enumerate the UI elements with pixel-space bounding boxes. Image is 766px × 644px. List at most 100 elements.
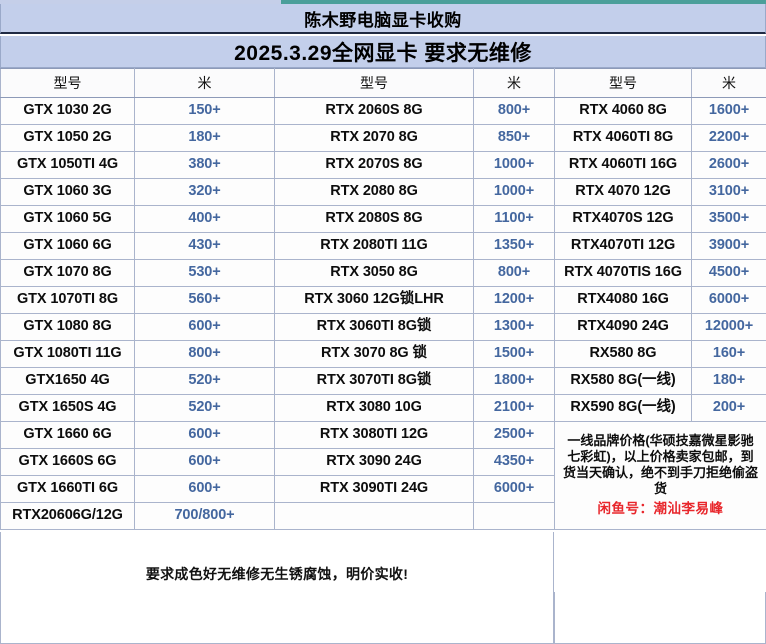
cell-price: 150+ <box>134 97 275 125</box>
cell-model: RTX 3080TI 12G <box>274 421 474 449</box>
footer-note-text: 要求成色好无维修无生锈腐蚀，明价实收! <box>145 566 409 582</box>
cell-model: GTX 1080TI 11G <box>0 340 135 368</box>
cell-model: GTX1650 4G <box>0 367 135 395</box>
cell-model: RTX 3050 8G <box>274 259 474 287</box>
cell-model: RTX4080 16G <box>554 286 692 314</box>
cell-model: RTX 2080 8G <box>274 178 474 206</box>
cell-model: GTX 1050TI 4G <box>0 151 135 179</box>
cell-model: RTX 3090 24G <box>274 448 474 476</box>
cell-price: 560+ <box>134 286 275 314</box>
table-header: 型号 米 型号 米 型号 米 <box>0 68 766 98</box>
cell-model: RTX 2060S 8G <box>274 97 474 125</box>
cell-price: 430+ <box>134 232 275 260</box>
cell-price: 520+ <box>134 367 275 395</box>
cell-price: 4500+ <box>691 259 766 287</box>
header-row: 型号 米 型号 米 型号 米 <box>0 68 766 98</box>
cell-price: 700/800+ <box>134 502 275 530</box>
cell-price: 850+ <box>473 124 555 152</box>
col-header-price-3: 米 <box>691 68 766 98</box>
cell-model: RTX 3070TI 8G锁 <box>274 367 474 395</box>
table-row: GTX 1060 6G 430+ RTX 2080TI 11G 1350+ RTX407… <box>0 232 766 260</box>
table-row: GTX 1060 3G 320+ RTX 2080 8G 1000+ RTX 4070 … <box>0 178 766 206</box>
cell-model: RTX 4070TIS 16G <box>554 259 692 287</box>
cell-model: GTX 1070 8G <box>0 259 135 287</box>
cell-model: RTX 2070 8G <box>274 124 474 152</box>
table-row: GTX 1070TI 8G 560+ RTX 3060 12G锁LHR 1200+ RT… <box>0 286 766 314</box>
cell-price: 3900+ <box>691 232 766 260</box>
table-row: GTX 1660TI 6G 600+ RTX 3090TI 24G 6000+ <box>0 475 766 503</box>
cell-model: RTX4070TI 12G <box>554 232 692 260</box>
top-accent-strip-left <box>0 0 281 4</box>
table-row: GTX 1070 8G 530+ RTX 3050 8G 800+ RTX 4070TI… <box>0 259 766 287</box>
cell-price: 180+ <box>691 367 766 395</box>
cell-price: 1100+ <box>473 205 555 233</box>
cell-model: GTX 1660 6G <box>0 421 135 449</box>
cell-price <box>473 502 555 530</box>
cell-price: 200+ <box>691 394 766 422</box>
gpu-price-table: 型号 米 型号 米 型号 米 GTX 1030 2G 150+ RTX 2060S … <box>0 68 766 530</box>
col-header-price-2: 米 <box>473 68 555 98</box>
cell-price: 1300+ <box>473 313 555 341</box>
cell-price: 1600+ <box>691 97 766 125</box>
cell-model: GTX 1660TI 6G <box>0 475 135 503</box>
table-row: GTX 1030 2G 150+ RTX 2060S 8G 800+ RTX 4060 … <box>0 97 766 125</box>
cell-model: RX580 8G <box>554 340 692 368</box>
brand-note: 一线品牌价格(华硕技嘉微星影驰七彩虹)，以上价格卖家包邮，到货当天确认，绝不到手… <box>554 421 766 530</box>
cell-price: 1350+ <box>473 232 555 260</box>
table-row: GTX 1050TI 4G 380+ RTX 2070S 8G 1000+ RTX 40… <box>0 151 766 179</box>
cell-price: 800+ <box>134 340 275 368</box>
table-row: GTX 1060 5G 400+ RTX 2080S 8G 1100+ RTX4070S… <box>0 205 766 233</box>
cell-model <box>274 502 474 530</box>
right-spacer-cell <box>554 592 766 644</box>
footer-note: 要求成色好无维修无生锈腐蚀，明价实收! <box>0 532 554 644</box>
cell-model: GTX 1080 8G <box>0 313 135 341</box>
cell-model: RTX 4070 12G <box>554 178 692 206</box>
cell-model: RTX 4060 8G <box>554 97 692 125</box>
col-header-model-1: 型号 <box>0 68 135 98</box>
cell-price: 600+ <box>134 421 275 449</box>
cell-model: GTX 1060 6G <box>0 232 135 260</box>
cell-price: 380+ <box>134 151 275 179</box>
col-header-model-3: 型号 <box>554 68 692 98</box>
col-header-price-1: 米 <box>134 68 275 98</box>
cell-model: RTX 4060TI 16G <box>554 151 692 179</box>
table-row: GTX 1080TI 11G 800+ RTX 3070 8G 锁 1500+ RX58… <box>0 340 766 368</box>
cell-model: GTX 1060 3G <box>0 178 135 206</box>
cell-price: 2600+ <box>691 151 766 179</box>
table-row: GTX 1650S 4G 520+ RTX 3080 10G 2100+ RX590 8… <box>0 394 766 422</box>
cell-price: 400+ <box>134 205 275 233</box>
col-header-model-2: 型号 <box>274 68 474 98</box>
page-subtitle: 2025.3.29全网显卡 要求无维修 <box>0 36 766 68</box>
cell-price: 1200+ <box>473 286 555 314</box>
cell-model: RTX 2070S 8G <box>274 151 474 179</box>
cell-price: 180+ <box>134 124 275 152</box>
cell-price: 1800+ <box>473 367 555 395</box>
cell-price: 4350+ <box>473 448 555 476</box>
cell-model: RX580 8G(一线) <box>554 367 692 395</box>
cell-model: RTX 3090TI 24G <box>274 475 474 503</box>
cell-price: 320+ <box>134 178 275 206</box>
cell-model: GTX 1070TI 8G <box>0 286 135 314</box>
cell-model: RTX20606G/12G <box>0 502 135 530</box>
cell-price: 520+ <box>134 394 275 422</box>
page-title: 陈木野电脑显卡收购 <box>0 4 766 34</box>
cell-price: 1500+ <box>473 340 555 368</box>
cell-model: RTX 2080S 8G <box>274 205 474 233</box>
cell-price: 2200+ <box>691 124 766 152</box>
cell-model: RX590 8G(一线) <box>554 394 692 422</box>
cell-model: RTX 3060 12G锁LHR <box>274 286 474 314</box>
cell-price: 6000+ <box>691 286 766 314</box>
cell-model: GTX 1650S 4G <box>0 394 135 422</box>
cell-price: 160+ <box>691 340 766 368</box>
cell-model: GTX 1030 2G <box>0 97 135 125</box>
cell-model: GTX 1060 5G <box>0 205 135 233</box>
cell-model: RTX4070S 12G <box>554 205 692 233</box>
cell-model: RTX4090 24G <box>554 313 692 341</box>
table-row: GTX 1050 2G 180+ RTX 2070 8G 850+ RTX 4060TI… <box>0 124 766 152</box>
table-body: GTX 1030 2G 150+ RTX 2060S 8G 800+ RTX 4060 … <box>0 97 766 530</box>
cell-model: RTX 3060TI 8G锁 <box>274 313 474 341</box>
cell-price: 12000+ <box>691 313 766 341</box>
cell-price: 600+ <box>134 475 275 503</box>
cell-model: RTX 3080 10G <box>274 394 474 422</box>
